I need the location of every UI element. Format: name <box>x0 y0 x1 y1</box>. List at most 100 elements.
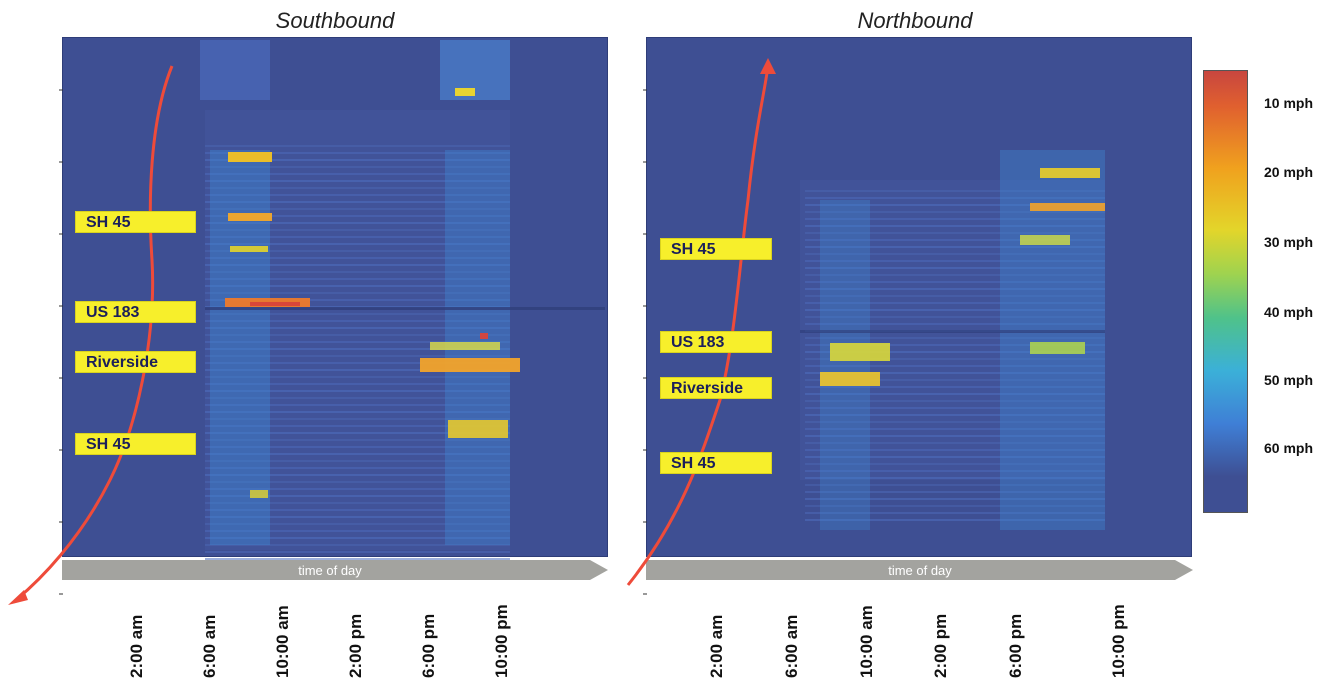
sb-streak <box>205 334 510 336</box>
nb-streak <box>805 302 1105 304</box>
nb-streak <box>805 253 1105 255</box>
sb-streak <box>205 208 510 210</box>
sb-hotspot <box>230 246 268 252</box>
nb-streak <box>805 393 1105 395</box>
sb-hotspot <box>430 342 500 350</box>
sb-streak <box>205 152 510 154</box>
nb-streak <box>805 337 1105 339</box>
nb-hotspot <box>1040 168 1100 178</box>
nb-streak <box>805 267 1105 269</box>
nb-streak <box>805 400 1105 402</box>
colorbar-label-40: 40 mph <box>1264 304 1314 320</box>
sb-streak <box>205 187 510 189</box>
nb-streak <box>805 281 1105 283</box>
sb-streak <box>205 229 510 231</box>
sb-hotspot <box>250 302 300 306</box>
sb-streak <box>205 362 510 364</box>
sb-tick-label: 10:00 am <box>273 605 292 678</box>
nb-streak <box>1000 150 1105 530</box>
nb-hotspot <box>830 343 890 361</box>
sb-streak <box>205 313 510 315</box>
sb-streak <box>205 467 510 469</box>
sb-streak <box>205 488 510 490</box>
southbound-title: Southbound <box>275 8 395 33</box>
nb-streak <box>805 491 1105 493</box>
sb-streak <box>205 390 510 392</box>
nb-streak <box>805 442 1105 444</box>
nb-tick-label: 6:00 pm <box>1006 613 1025 678</box>
sb-streak <box>205 194 510 196</box>
nb-segment-label-us183: US 183 <box>660 331 772 353</box>
sb-streak <box>210 150 270 545</box>
sb-hotspot <box>448 420 508 438</box>
colorbar-label-20: 20 mph <box>1264 164 1314 180</box>
sb-streak <box>205 355 510 357</box>
northbound-title: Northbound <box>857 8 973 33</box>
nb-tick-label: 2:00 pm <box>931 613 950 678</box>
nb-streak <box>805 316 1105 318</box>
nb-hotspot <box>1030 203 1105 211</box>
sb-streak <box>205 474 510 476</box>
nb-streak <box>805 274 1105 276</box>
sb-streak <box>205 425 510 427</box>
sb-streak <box>205 110 510 550</box>
nb-streak <box>805 463 1105 465</box>
sb-streak <box>205 404 510 406</box>
sb-streak <box>205 180 510 182</box>
sb-streak <box>205 299 510 301</box>
nb-tick-label: 10:00 pm <box>1109 604 1128 678</box>
sb-segment-label-sh45-south: SH 45 <box>75 433 196 455</box>
sb-streak <box>205 166 510 168</box>
nb-time-axis-arrow <box>646 560 1193 580</box>
sb-streak <box>205 327 510 329</box>
sb-streak <box>205 481 510 483</box>
southbound-arrowhead <box>8 590 28 605</box>
nb-streak <box>805 435 1105 437</box>
nb-segment-label-riverside: Riverside <box>660 377 772 399</box>
sb-streak <box>205 411 510 413</box>
nb-hotspot <box>820 372 880 386</box>
sb-streak <box>205 502 510 504</box>
sb-streak <box>205 544 510 546</box>
sb-streak <box>205 397 510 399</box>
sb-streak <box>205 222 510 224</box>
sb-streak <box>205 558 510 560</box>
sb-streak <box>205 320 510 322</box>
sb-hotspot <box>480 333 488 339</box>
nb-streak <box>805 295 1105 297</box>
nb-streak <box>805 414 1105 416</box>
nb-streak <box>805 232 1105 234</box>
nb-streak <box>805 260 1105 262</box>
nb-streak <box>805 239 1105 241</box>
nb-streak <box>805 407 1105 409</box>
nb-streak <box>805 484 1105 486</box>
nb-streak <box>805 246 1105 248</box>
nb-streak <box>805 365 1105 367</box>
nb-streak <box>805 512 1105 514</box>
sb-streak <box>205 257 510 259</box>
nb-hotspot <box>1020 235 1070 245</box>
sb-streak <box>205 348 510 350</box>
sb-streak <box>205 369 510 371</box>
sb-streak <box>205 159 510 161</box>
nb-streak <box>805 519 1105 521</box>
southbound-direction-arrow <box>15 65 174 602</box>
sb-streak <box>205 250 510 252</box>
sb-hotspot <box>228 152 272 162</box>
nb-streak <box>805 197 1105 199</box>
sb-hotspot <box>455 88 475 96</box>
nb-streak <box>805 449 1105 451</box>
sb-segment-label-riverside: Riverside <box>75 351 196 373</box>
sb-streak <box>205 509 510 511</box>
sb-streak <box>205 243 510 245</box>
nb-tick-label: 6:00 am <box>782 614 801 678</box>
sb-streak <box>205 215 510 217</box>
colorbar <box>1203 70 1248 513</box>
nb-streak <box>805 456 1105 458</box>
northbound-arrowhead <box>760 58 776 74</box>
sb-streak <box>205 523 510 525</box>
sb-streak <box>205 173 510 175</box>
sb-streak <box>205 418 510 420</box>
sb-streak <box>205 278 510 280</box>
